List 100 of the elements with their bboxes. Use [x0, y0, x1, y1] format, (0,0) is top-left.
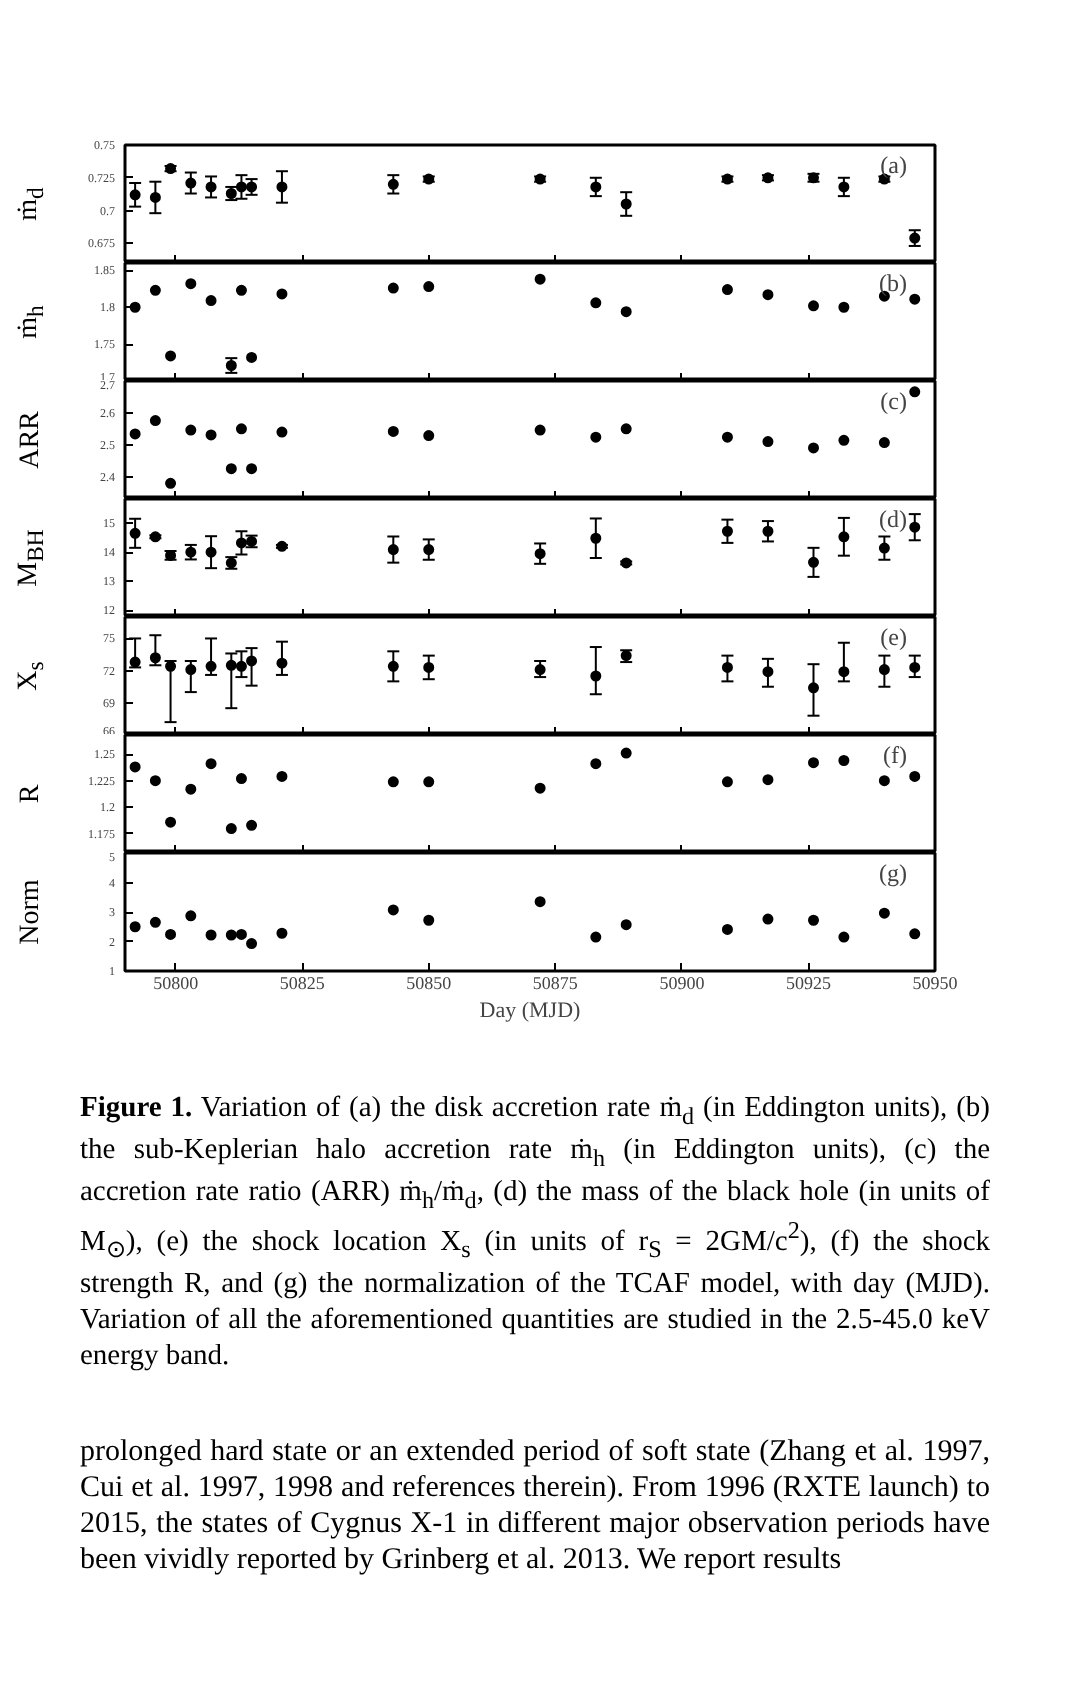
point — [185, 424, 197, 436]
annotation: (d) — [879, 505, 908, 533]
point — [838, 755, 850, 766]
x-tick-label: 50950 — [912, 973, 959, 993]
point — [838, 666, 850, 678]
point — [762, 436, 774, 448]
point — [838, 301, 850, 313]
point — [878, 775, 890, 787]
point — [205, 546, 217, 558]
point — [246, 351, 258, 363]
point — [225, 929, 237, 941]
annotation: (c) — [880, 387, 908, 415]
point — [423, 544, 435, 556]
point — [387, 544, 399, 556]
point — [235, 928, 247, 940]
point — [276, 288, 288, 300]
point — [235, 181, 247, 193]
point — [808, 682, 819, 694]
x-tick-label: 50875 — [532, 973, 579, 993]
point — [534, 664, 546, 676]
point — [534, 273, 546, 285]
x-axis-title: Day (MJD) — [479, 999, 582, 1023]
point — [534, 548, 546, 560]
point — [246, 938, 258, 950]
point — [185, 278, 197, 290]
point — [387, 776, 399, 788]
annotation: (b) — [879, 269, 908, 297]
point — [276, 181, 288, 193]
point — [387, 425, 399, 437]
point — [235, 537, 247, 549]
point — [878, 542, 890, 554]
point — [909, 928, 921, 940]
point — [620, 423, 632, 435]
point — [276, 426, 288, 438]
point — [165, 928, 177, 940]
point — [235, 660, 247, 672]
point — [878, 907, 890, 919]
point — [762, 525, 774, 537]
y-axis-title: ARR — [14, 411, 48, 469]
point — [590, 931, 602, 943]
point — [762, 666, 774, 678]
point — [808, 300, 819, 312]
point — [276, 657, 288, 669]
y-axis-title: Norm — [14, 879, 48, 945]
point — [721, 776, 733, 788]
point — [205, 181, 217, 193]
point — [762, 289, 774, 301]
annotation: (e) — [880, 623, 908, 651]
point — [721, 661, 733, 673]
point — [235, 423, 247, 435]
x-tick-label: 50850 — [406, 973, 453, 993]
point — [423, 281, 435, 293]
point — [225, 463, 237, 475]
point — [205, 758, 217, 770]
point — [534, 896, 546, 908]
point — [205, 295, 217, 307]
point — [387, 660, 399, 672]
point — [129, 761, 141, 773]
annotation: (g) — [879, 859, 908, 887]
point — [620, 557, 632, 569]
point — [205, 429, 217, 441]
point — [590, 758, 602, 770]
point — [762, 913, 774, 925]
text: prolonged hard state or an extended period of soft state (Zhang et al. 1997, Cui et al. 1997, 1998 and references therein). From 1996 (RXTE launch) to 2015, the states of Cygnus X-1 in different major observation periods have been vividly reported by Grinberg et al. 2013. We report results — [80, 1434, 990, 1579]
point — [721, 431, 733, 443]
point — [721, 923, 733, 935]
point — [838, 931, 850, 943]
point — [620, 198, 632, 210]
point — [387, 904, 399, 916]
point — [276, 540, 288, 552]
point — [590, 532, 602, 544]
annotation: (a) — [880, 151, 908, 179]
point — [909, 521, 921, 533]
point — [721, 284, 733, 296]
point — [838, 181, 850, 193]
point — [721, 525, 733, 537]
point — [129, 428, 141, 440]
point — [246, 655, 258, 667]
point — [165, 816, 177, 828]
point — [909, 770, 921, 782]
x-tick-label: 50800 — [153, 973, 200, 993]
point — [387, 282, 399, 294]
x-tick-label: 50825 — [279, 973, 326, 993]
point — [808, 757, 819, 769]
point — [149, 191, 161, 203]
point — [808, 442, 819, 454]
point — [909, 661, 921, 673]
point — [129, 921, 141, 933]
point — [838, 531, 850, 543]
point — [534, 424, 546, 436]
point — [838, 434, 850, 446]
point — [185, 177, 197, 189]
x-tick-label: 50900 — [659, 973, 706, 993]
point — [276, 770, 288, 782]
point — [129, 189, 141, 201]
annotation: (f) — [883, 741, 908, 769]
point — [808, 914, 819, 926]
point — [590, 431, 602, 443]
point — [620, 919, 632, 931]
text: Figure 1. Variation of (a) the disk accretion rate ṁ$_{d}$ (in Eddington units), (b) the sub-Keplerian halo accretion rate ṁ$_{h}$ (in Eddington units), (c) the accretion rate ratio (ARR) ṁ$_{h}$/ṁ$_{d}$, (d) the mass of the black hole (in units of M$_{⊙}$), (e) the shock location X$_{s}$ (in units of r$_{S}$ = 2GM/c$^{2}$), (f) the shock strength R, and (g) the normalization of the TCAF model, with day (MJD). Variation of all the aforementioned quantities are studied in the 2.5-45.0 keV energy band. — [80, 1092, 991, 1373]
